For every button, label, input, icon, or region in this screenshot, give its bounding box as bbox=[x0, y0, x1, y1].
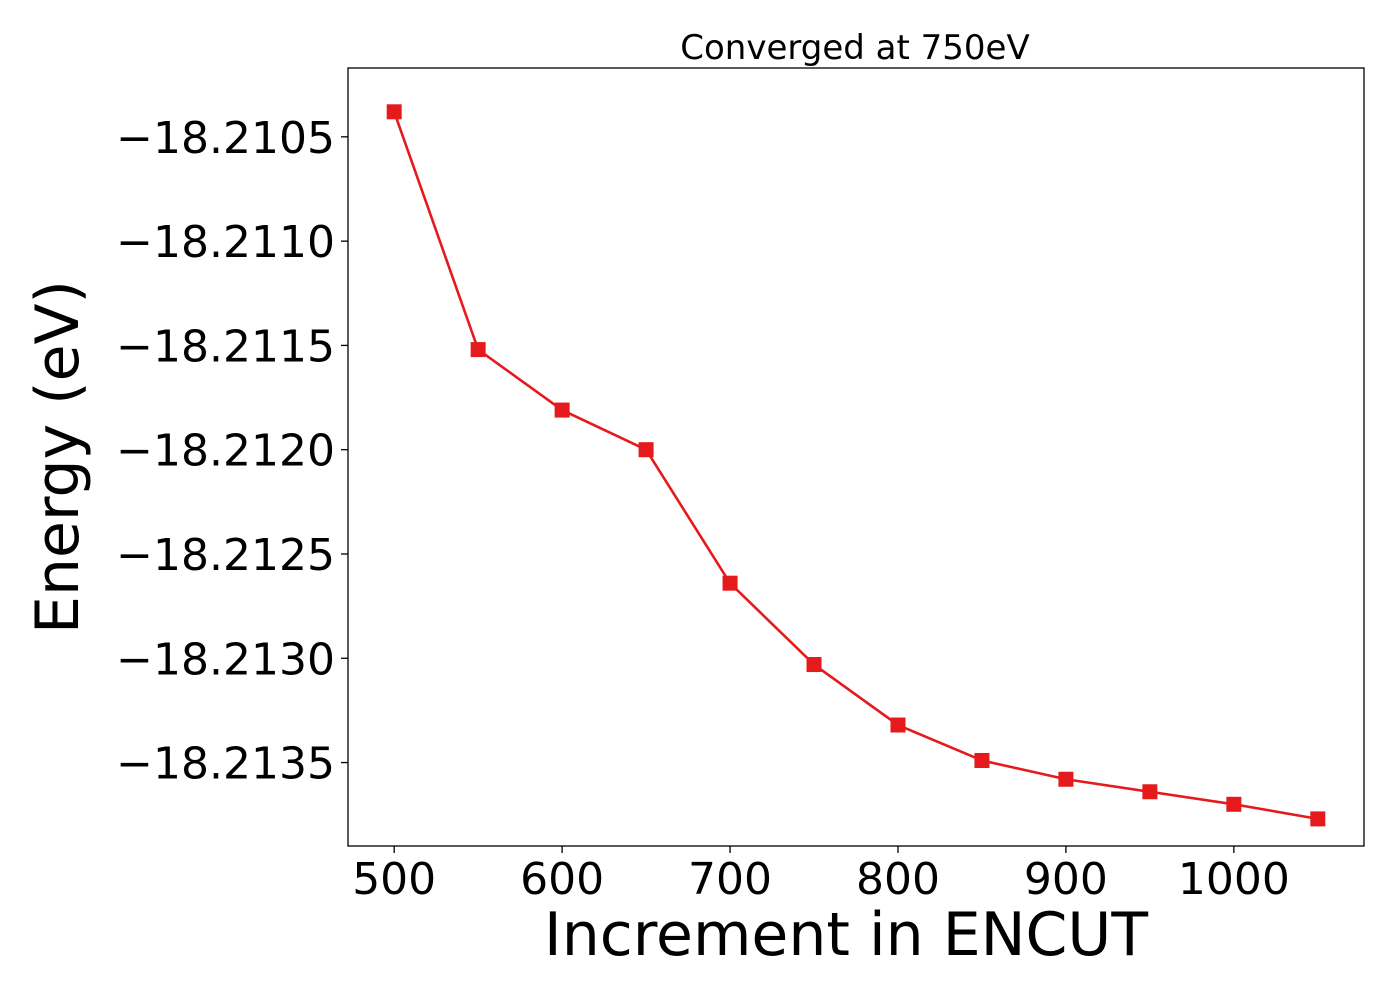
data-point-marker bbox=[1058, 771, 1074, 787]
data-point-marker bbox=[722, 575, 738, 591]
series-layer bbox=[386, 104, 1326, 827]
data-point-marker bbox=[974, 752, 990, 768]
x-tick-label: 700 bbox=[688, 854, 772, 905]
plot-area-frame bbox=[347, 67, 1365, 847]
data-point-marker bbox=[554, 402, 570, 418]
y-tick-label: −18.2110 bbox=[116, 217, 335, 268]
data-point-marker bbox=[638, 442, 654, 458]
data-point-marker bbox=[1142, 784, 1158, 800]
x-tick-label: 900 bbox=[1024, 854, 1108, 905]
y-tick-label: −18.2115 bbox=[116, 321, 335, 372]
x-tick-label: 800 bbox=[856, 854, 940, 905]
data-point-marker bbox=[1226, 796, 1242, 812]
y-axis: −18.2105 −18.2110 −18.2115 −18.2120 −18.2125… bbox=[116, 113, 348, 790]
data-point-marker bbox=[1310, 811, 1326, 827]
x-tick-label: 600 bbox=[520, 854, 604, 905]
data-point-marker bbox=[890, 717, 906, 733]
x-axis-label: Increment in ENCUT bbox=[544, 900, 1148, 970]
y-tick-label: −18.2130 bbox=[116, 634, 335, 685]
y-tick-label: −18.2135 bbox=[116, 739, 335, 790]
data-point-marker bbox=[806, 657, 822, 673]
series-line bbox=[392, 111, 1319, 821]
y-tick-label: −18.2125 bbox=[116, 530, 335, 581]
y-tick-label: −18.2105 bbox=[116, 113, 335, 164]
y-axis-label: Energy (eV) bbox=[23, 280, 93, 634]
chart-title: Converged at 750eV bbox=[680, 28, 1029, 68]
data-point-marker bbox=[470, 342, 486, 358]
x-tick-label: 500 bbox=[352, 854, 436, 905]
data-point-marker bbox=[386, 104, 402, 120]
x-axis: 500 600 700 800 900 1000 bbox=[352, 846, 1290, 905]
x-tick-label: 1000 bbox=[1178, 854, 1290, 905]
y-tick-label: −18.2120 bbox=[116, 426, 335, 477]
